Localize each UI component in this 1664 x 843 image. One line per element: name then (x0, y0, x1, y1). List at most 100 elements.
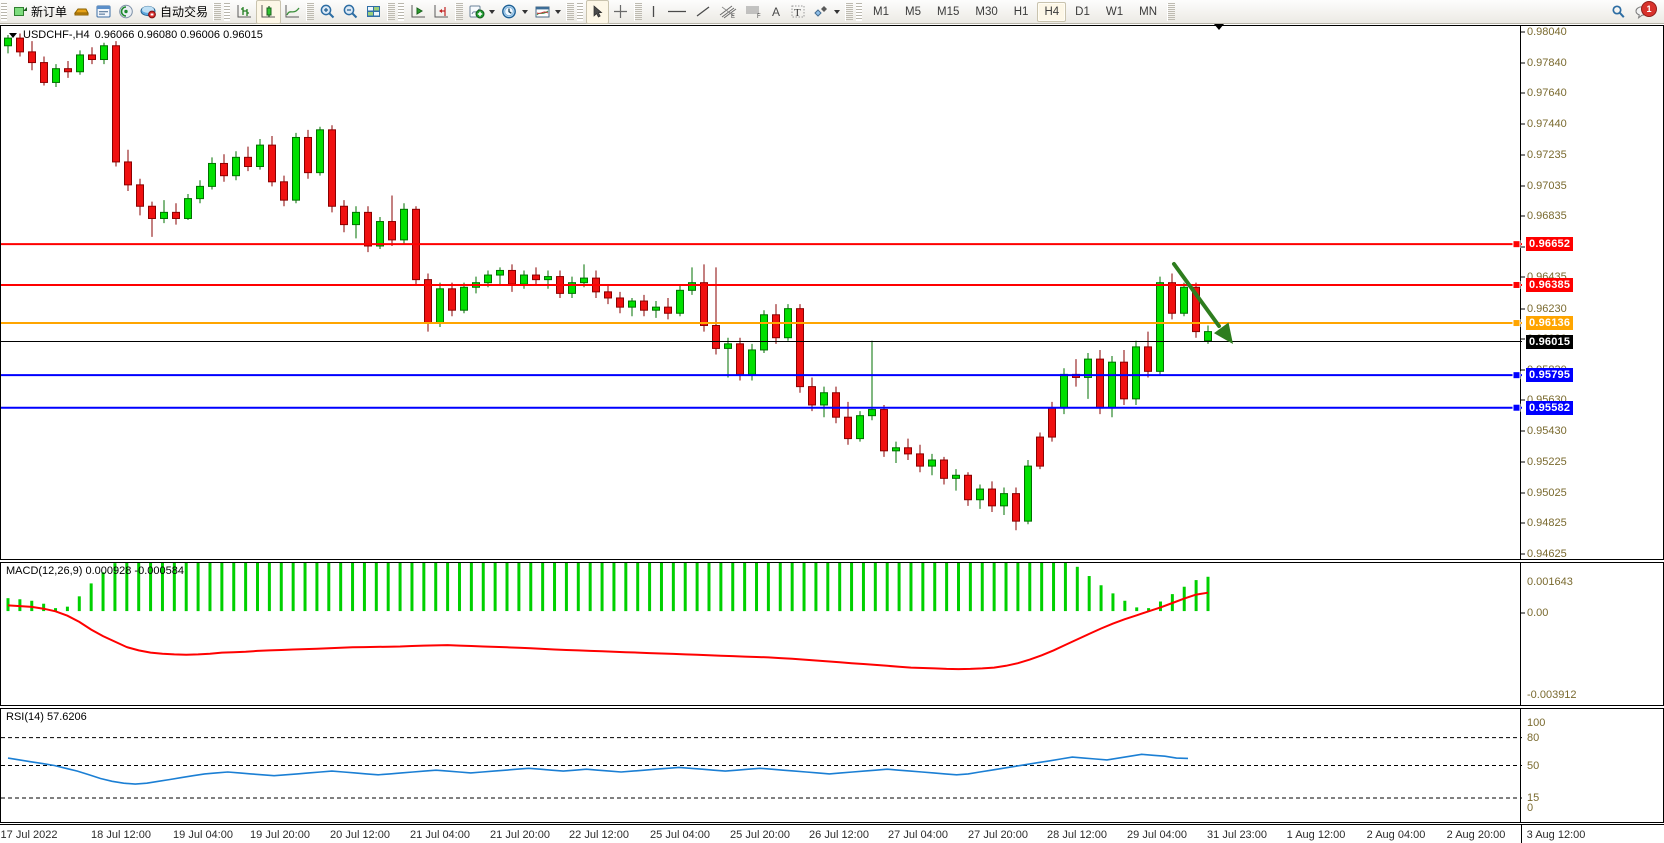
new-order-button[interactable]: 新订单 (10, 1, 70, 23)
vertical-line-button[interactable] (644, 1, 663, 23)
toolbar-grip-2[interactable] (224, 2, 231, 21)
price-tick-label: 0.95225 (1527, 456, 1567, 469)
toolbar-separator-6 (634, 2, 643, 21)
price-tick-label: 0.97440 (1527, 117, 1567, 130)
zoom-out-button[interactable] (339, 1, 362, 23)
horizontal-level-lines[interactable] (1, 26, 1522, 559)
add-indicator-chevron-down-icon[interactable] (489, 9, 496, 14)
price-tick-label: 0.95025 (1527, 486, 1567, 499)
crosshair-icon (612, 4, 629, 19)
periods-icon (501, 4, 518, 19)
periods-button[interactable] (498, 1, 531, 23)
price-level-tag[interactable]: 0.96385 (1526, 277, 1574, 292)
price-level-tag[interactable]: 0.96136 (1526, 316, 1574, 331)
toolbar-separator-2 (306, 2, 315, 21)
timeframe-h1[interactable]: H1 (1013, 5, 1029, 18)
price-tick-label: 0.97640 (1527, 87, 1567, 100)
price-chart-panel[interactable]: USDCHF-,H4 0.96066 0.96080 0.96006 0.960… (0, 25, 1664, 560)
time-axis-label: 27 Jul 04:00 (888, 829, 948, 841)
candlestick-series (4, 33, 1212, 531)
search-icon (1610, 4, 1627, 20)
data-window-button[interactable] (362, 1, 385, 23)
price-level-tag[interactable]: 0.96652 (1526, 237, 1574, 252)
toolbar-grip-5[interactable] (856, 2, 863, 21)
macd-plot-area[interactable] (1, 563, 1522, 705)
toolbar-separator-5 (566, 2, 575, 21)
rsi-axis-scale[interactable]: 100 80 50 15 0 (1521, 709, 1663, 822)
vertical-line-icon (647, 4, 660, 19)
equidistant-channel-button[interactable]: E (715, 1, 741, 23)
time-axis-label: 19 Jul 20:00 (250, 829, 310, 841)
search-button[interactable] (1607, 1, 1630, 23)
price-tick-label: 0.94825 (1527, 517, 1567, 530)
timeframe-m30[interactable]: M30 (975, 5, 998, 18)
main-toolbar: 新订单 (0, 0, 1664, 24)
price-tick-label: 0.96835 (1527, 210, 1567, 223)
cursor-button[interactable] (586, 0, 610, 24)
terminal-window-button[interactable] (93, 1, 115, 23)
add-indicator-button[interactable] (465, 1, 498, 23)
signal-button[interactable] (115, 1, 137, 23)
price-level-tag[interactable]: 0.95795 (1526, 368, 1574, 383)
time-axis-label: 19 Jul 04:00 (173, 829, 233, 841)
price-tick-mark (1521, 185, 1525, 187)
candlestick-chart-button[interactable] (256, 0, 282, 24)
price-tick-mark (1521, 338, 1525, 340)
timeframe-m15[interactable]: M15 (937, 5, 960, 18)
alerts-button[interactable]: 1 (1630, 0, 1657, 23)
autoscroll-button[interactable] (407, 1, 430, 23)
horizontal-line-button[interactable] (663, 1, 691, 23)
crosshair-button[interactable] (609, 1, 632, 23)
macd-axis-scale[interactable]: 0.001643 0.00 -0.003912 (1521, 563, 1663, 705)
chart-shift-button[interactable] (430, 1, 453, 23)
rsi-plot-area[interactable] (1, 709, 1522, 822)
templates-chevron-down-icon[interactable] (555, 9, 562, 14)
price-tick-label: 0.96230 (1527, 302, 1567, 315)
macd-series (6, 563, 1210, 671)
time-axis-label: 18 Jul 12:00 (91, 829, 151, 841)
chart-top-marker-icon (1214, 24, 1224, 30)
timeframe-w1[interactable]: W1 (1105, 5, 1124, 18)
toolbar-grip-3[interactable] (398, 2, 405, 21)
toolbar-grip-1[interactable] (1, 2, 7, 21)
price-level-tag[interactable]: 0.96015 (1526, 334, 1574, 349)
rsi-indicator-panel[interactable]: RSI(14) 57.6206 100 80 50 15 0 (0, 708, 1664, 823)
price-axis-scale[interactable]: 0.98040 0.97840 0.97640 0.97440 0.97235 0.970… (1521, 26, 1663, 560)
time-axis-label: 27 Jul 20:00 (968, 829, 1028, 841)
zoom-in-button[interactable] (316, 1, 339, 23)
gold-bar-icon (73, 4, 90, 19)
macd-tick-label: -0.003912 (1527, 689, 1577, 701)
timeframe-h4[interactable]: H4 (1037, 1, 1067, 22)
down-trend-arrow-annotation[interactable] (1, 26, 1522, 559)
chart-window[interactable]: USDCHF-,H4 0.96066 0.96080 0.96006 0.960… (0, 24, 1664, 843)
time-axis[interactable]: 17 Jul 2022 18 Jul 12:00 19 Jul 04:00 19 Ju… (0, 824, 1664, 843)
rsi-series (1, 737, 1522, 799)
text-label-button[interactable]: T (787, 1, 809, 23)
trendline-button[interactable] (691, 1, 715, 23)
chart-menu-triangle-icon[interactable] (9, 32, 17, 38)
chart-shift-icon (433, 4, 450, 19)
macd-tick-mark (1521, 612, 1525, 614)
periods-chevron-down-icon[interactable] (522, 9, 529, 14)
line-chart-button[interactable] (281, 1, 304, 23)
price-tick-mark (1521, 430, 1525, 432)
text-button[interactable]: A (767, 1, 787, 23)
toolbar-separator-4 (455, 2, 464, 21)
templates-button[interactable] (531, 1, 564, 23)
timeframe-d1[interactable]: D1 (1075, 5, 1090, 18)
autoscroll-icon (410, 4, 427, 19)
fibonacci-retracement-button[interactable]: F (741, 1, 767, 23)
macd-indicator-panel[interactable]: MACD(12,26,9) 0.000928 -0.000584 0.00164… (0, 562, 1664, 706)
price-level-tag[interactable]: 0.95582 (1526, 400, 1574, 415)
shapes-button[interactable] (809, 1, 843, 23)
terminal-window-icon (96, 4, 112, 19)
timeframe-m1[interactable]: M1 (873, 5, 890, 18)
gold-bar-button[interactable] (70, 1, 93, 23)
timeframe-mn[interactable]: MN (1139, 5, 1157, 18)
timeframe-m5[interactable]: M5 (905, 5, 921, 18)
shapes-chevron-down-icon[interactable] (834, 9, 841, 14)
bar-chart-button[interactable] (233, 1, 256, 23)
toolbar-grip-4[interactable] (577, 2, 584, 21)
auto-trading-button[interactable]: 自动交易 (137, 1, 211, 23)
price-plot-area[interactable] (1, 26, 1522, 559)
